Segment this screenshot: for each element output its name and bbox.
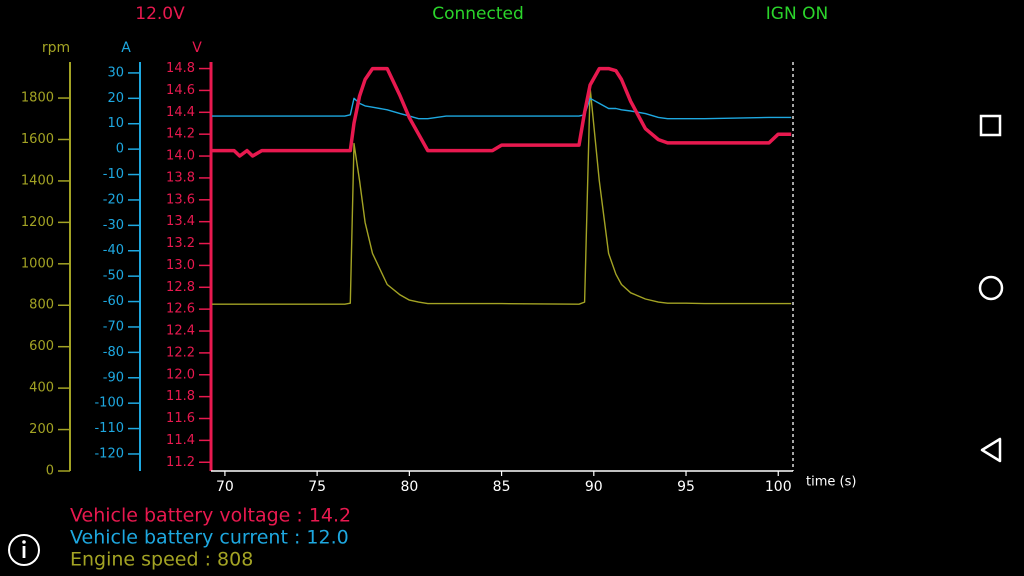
readout: Vehicle battery current : 12.0: [70, 527, 349, 549]
recent-apps-button[interactable]: [979, 114, 1002, 137]
y-tick-label: -80: [103, 345, 124, 360]
y-tick-label: 14.0: [166, 149, 195, 164]
status-connection: Connected: [432, 4, 524, 24]
y-axis-unit: rpm: [42, 40, 70, 56]
y-tick-label: 20: [107, 91, 124, 106]
y-tick-label: 13.6: [166, 192, 195, 207]
status-voltage: 12.0V: [135, 4, 185, 24]
y-tick-label: 11.6: [166, 411, 195, 426]
info-stem: [22, 546, 26, 558]
series-line: [212, 66, 792, 158]
y-tick-label: 14.6: [166, 83, 195, 98]
y-tick-label: 1400: [21, 173, 54, 188]
y-tick-label: 1600: [21, 132, 54, 147]
y-tick-label: 600: [29, 339, 54, 354]
series-line: [212, 87, 792, 305]
y-tick-label: 14.8: [166, 61, 195, 76]
status-ignition: IGN ON: [766, 4, 828, 24]
readout: Engine speed : 808: [70, 549, 253, 571]
x-tick-label: 95: [677, 479, 695, 495]
y-tick-label: 400: [29, 381, 54, 396]
y-tick-label: 1200: [21, 215, 54, 230]
info-dot: [22, 540, 26, 544]
y-tick-label: 13.2: [166, 236, 195, 251]
x-axis-label: time (s): [806, 475, 856, 490]
y-tick-label: -20: [103, 192, 124, 207]
x-tick-label: 75: [308, 479, 326, 495]
nav-bar: [978, 114, 1004, 463]
info-button[interactable]: [8, 534, 40, 566]
y-tick-label: 13.8: [166, 170, 195, 185]
x-tick-label: 100: [765, 479, 792, 495]
y-tick-label: 12.0: [166, 367, 195, 382]
y-tick-label: 13.4: [166, 214, 195, 229]
y-tick-label: 11.2: [166, 455, 195, 470]
y-tick-label: 0: [116, 142, 124, 157]
x-tick-label: 90: [585, 479, 603, 495]
readout: Vehicle battery voltage : 14.2: [70, 505, 351, 527]
home-button[interactable]: [978, 275, 1004, 301]
series-line: [212, 97, 792, 120]
y-tick-label: 12.4: [166, 324, 195, 339]
info-circle: [8, 534, 40, 566]
y-tick-label: 800: [29, 298, 54, 313]
y-tick-label: 13.0: [166, 258, 195, 273]
y-tick-label: 0: [46, 464, 54, 479]
y-tick-label: 10: [107, 116, 124, 131]
y-axis-unit: V: [192, 40, 202, 56]
y-tick-label: -30: [103, 218, 124, 233]
x-tick-label: 80: [400, 479, 418, 495]
y-tick-label: -40: [103, 243, 124, 258]
back-button[interactable]: [980, 437, 1002, 463]
y-axis-unit: A: [121, 40, 131, 56]
x-tick-label: 70: [216, 479, 234, 495]
y-tick-label: -110: [94, 421, 124, 436]
y-tick-label: 14.4: [166, 105, 195, 120]
y-tick-label: 12.2: [166, 345, 195, 360]
y-tick-label: 11.4: [166, 433, 195, 448]
x-tick-label: 85: [493, 479, 511, 495]
y-tick-label: -120: [94, 446, 124, 461]
y-tick-label: 14.2: [166, 127, 195, 142]
y-tick-label: -50: [103, 269, 124, 284]
y-tick-label: -60: [103, 294, 124, 309]
y-tick-label: 30: [107, 65, 124, 80]
y-tick-label: -90: [103, 370, 124, 385]
y-tick-label: -70: [103, 319, 124, 334]
y-tick-label: -100: [94, 396, 124, 411]
y-tick-label: -10: [103, 167, 124, 182]
y-tick-label: 1800: [21, 91, 54, 106]
y-tick-label: 11.8: [166, 389, 195, 404]
y-tick-label: 12.8: [166, 280, 195, 295]
y-tick-label: 12.6: [166, 302, 195, 317]
y-tick-label: 1000: [21, 256, 54, 271]
y-tick-label: 200: [29, 422, 54, 437]
